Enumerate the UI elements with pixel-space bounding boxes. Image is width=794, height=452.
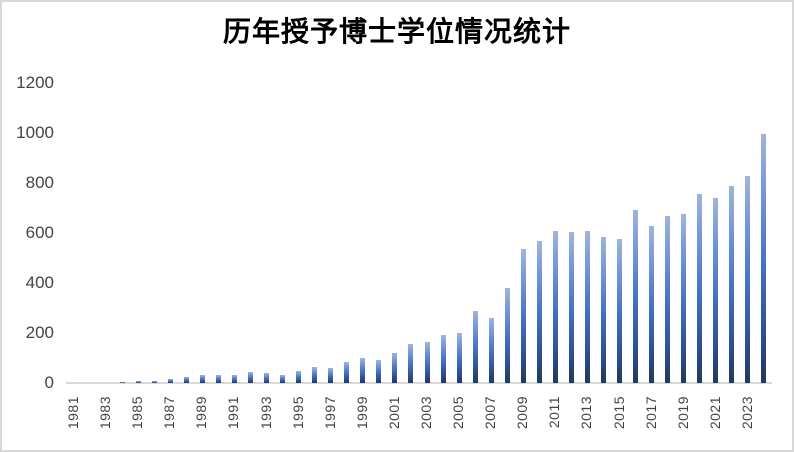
bar-2007 bbox=[488, 318, 494, 383]
bar-1987 bbox=[167, 379, 173, 383]
y-tick-label: 1000 bbox=[16, 123, 54, 142]
bar-1988 bbox=[183, 377, 189, 383]
bar-2013 bbox=[584, 230, 590, 383]
x-tick-label: 2001 bbox=[385, 396, 402, 430]
bar-2004 bbox=[440, 335, 446, 383]
bar-2019 bbox=[681, 213, 687, 383]
y-tick-label: 200 bbox=[25, 323, 54, 342]
chart-title: 历年授予博士学位情况统计 bbox=[222, 17, 571, 48]
bar-1990 bbox=[215, 374, 221, 383]
bar-2010 bbox=[536, 240, 542, 383]
x-tick-label: 1987 bbox=[161, 396, 178, 430]
bar-1985 bbox=[135, 380, 141, 383]
x-tick-label: 2019 bbox=[674, 396, 691, 430]
bar-2018 bbox=[665, 215, 671, 383]
y-tick-label: 400 bbox=[25, 273, 54, 292]
bar-2011 bbox=[552, 230, 558, 383]
bar-2023 bbox=[745, 176, 751, 383]
bar-2014 bbox=[601, 237, 607, 383]
bar-2005 bbox=[456, 333, 462, 383]
y-tick-label: 600 bbox=[25, 223, 54, 242]
x-tick-label: 2023 bbox=[738, 396, 755, 430]
x-tick-label: 1983 bbox=[97, 396, 114, 430]
bar-2001 bbox=[392, 352, 398, 383]
x-tick-label: 1981 bbox=[65, 396, 82, 430]
bar-1992 bbox=[248, 371, 254, 383]
bar-1984 bbox=[119, 381, 125, 383]
x-tick-label: 2009 bbox=[514, 396, 531, 430]
bar-2021 bbox=[713, 198, 719, 383]
bar-2017 bbox=[649, 225, 655, 383]
bar-2016 bbox=[633, 209, 639, 383]
bar-2012 bbox=[568, 231, 574, 383]
bar-1995 bbox=[296, 370, 302, 383]
bar-1994 bbox=[280, 374, 286, 383]
x-tick-label: 2013 bbox=[578, 396, 595, 430]
x-tick-label: 2005 bbox=[450, 396, 467, 430]
bar-2015 bbox=[617, 238, 623, 383]
y-tick-label: 1200 bbox=[16, 73, 54, 92]
x-tick-label: 1989 bbox=[193, 396, 210, 430]
x-tick-label: 1997 bbox=[321, 396, 338, 430]
bar-1999 bbox=[360, 357, 366, 383]
x-tick-label: 2011 bbox=[546, 396, 563, 429]
bar-2002 bbox=[408, 344, 414, 383]
bar-1998 bbox=[344, 361, 350, 383]
bar-1986 bbox=[151, 381, 157, 383]
bar-1997 bbox=[328, 368, 334, 383]
x-tick-label: 2017 bbox=[642, 396, 659, 430]
y-tick-label: 800 bbox=[25, 173, 54, 192]
bar-2009 bbox=[520, 249, 526, 383]
bar-2000 bbox=[376, 359, 382, 383]
x-axis-line bbox=[66, 382, 772, 384]
y-tick-label: 0 bbox=[44, 373, 54, 392]
bar-2008 bbox=[504, 288, 510, 383]
x-tick-label: 1999 bbox=[353, 396, 370, 430]
x-tick-label: 1995 bbox=[289, 396, 306, 430]
bar-1993 bbox=[264, 373, 270, 383]
x-tick-label: 2003 bbox=[418, 396, 435, 430]
x-tick-label: 1991 bbox=[225, 396, 242, 430]
bar-2024 bbox=[761, 133, 767, 383]
x-tick-label: 1993 bbox=[257, 396, 274, 430]
bar-2022 bbox=[729, 185, 735, 383]
bar-2006 bbox=[472, 310, 478, 383]
bar-1991 bbox=[231, 375, 237, 383]
x-tick-label: 2007 bbox=[482, 396, 499, 430]
x-tick-label: 1985 bbox=[129, 396, 146, 430]
x-tick-label: 2015 bbox=[610, 396, 627, 430]
bar-1996 bbox=[312, 366, 318, 383]
bar-2020 bbox=[697, 194, 703, 383]
x-tick-label: 2021 bbox=[706, 396, 723, 430]
bar-1989 bbox=[199, 374, 205, 383]
bar-2003 bbox=[424, 341, 430, 383]
